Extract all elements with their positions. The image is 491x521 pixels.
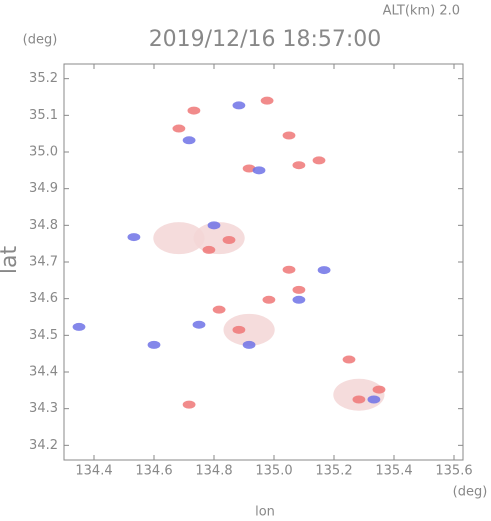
echo-patch [223, 313, 275, 346]
y-tick-label: 35.0 [29, 145, 58, 160]
y-tick-label: 34.4 [29, 365, 58, 380]
x-tick-label: 135.2 [315, 464, 352, 479]
x-tick-label: 134.6 [135, 464, 172, 479]
x-unit: (deg) [453, 485, 488, 500]
echo-patch [127, 233, 141, 242]
echo-patch [282, 265, 296, 274]
echo-patch [252, 166, 266, 175]
x-tick-label: 135.4 [375, 464, 412, 479]
x-tick-label: 135.6 [435, 464, 472, 479]
echo-patch [153, 222, 205, 255]
echo-patch [367, 395, 381, 404]
echo-patch [317, 266, 331, 275]
echo-patch [342, 355, 356, 364]
x-tick-label: 134.4 [75, 464, 112, 479]
echo-patch [232, 101, 246, 110]
y-tick-label: 34.8 [29, 218, 58, 233]
echo-patch [292, 161, 306, 170]
echo-patch [372, 385, 386, 394]
x-tick-label: 135.0 [255, 464, 292, 479]
subtitle: ALT(km) 2.0 [383, 4, 460, 19]
echo-patch [333, 378, 385, 411]
echo-patch [222, 236, 236, 244]
y-tick-label: 34.5 [29, 328, 58, 343]
echo-patch [172, 124, 186, 133]
y-tick-label: 34.9 [29, 181, 58, 196]
echo-patch [182, 400, 196, 409]
echo-patch [292, 285, 306, 294]
x-tick-label: 134.8 [195, 464, 232, 479]
echo-patch [187, 106, 201, 115]
y-tick-label: 34.3 [29, 401, 58, 416]
y-axis-label: lat [0, 246, 22, 275]
echo-patch [207, 221, 221, 230]
echo-patch [193, 222, 245, 255]
echo-patch [282, 131, 296, 140]
y-tick-label: 34.7 [29, 255, 58, 270]
echo-patch [260, 96, 274, 105]
echo-patch [262, 295, 276, 304]
echo-patch [202, 245, 216, 254]
echo-patch [147, 340, 161, 349]
chart-title: 2019/12/16 18:57:00 [149, 27, 382, 52]
plot-frame [63, 63, 464, 461]
y-tick-label: 35.2 [29, 71, 58, 86]
y-tick-label: 34.2 [29, 438, 58, 453]
y-unit: (deg) [23, 33, 58, 48]
echo-patch [352, 395, 366, 404]
y-tick-label: 35.1 [29, 108, 58, 123]
echo-patch [212, 305, 226, 314]
echo-patch [242, 164, 256, 173]
echo-patch [182, 136, 196, 145]
y-tick-label: 34.6 [29, 291, 58, 306]
echo-patch [192, 320, 206, 329]
x-axis-label: lon [255, 505, 275, 520]
echo-patch [232, 325, 246, 334]
echo-patch [72, 322, 86, 331]
echo-patch [312, 156, 326, 165]
echo-patch [292, 295, 306, 304]
echo-patch [242, 340, 256, 349]
